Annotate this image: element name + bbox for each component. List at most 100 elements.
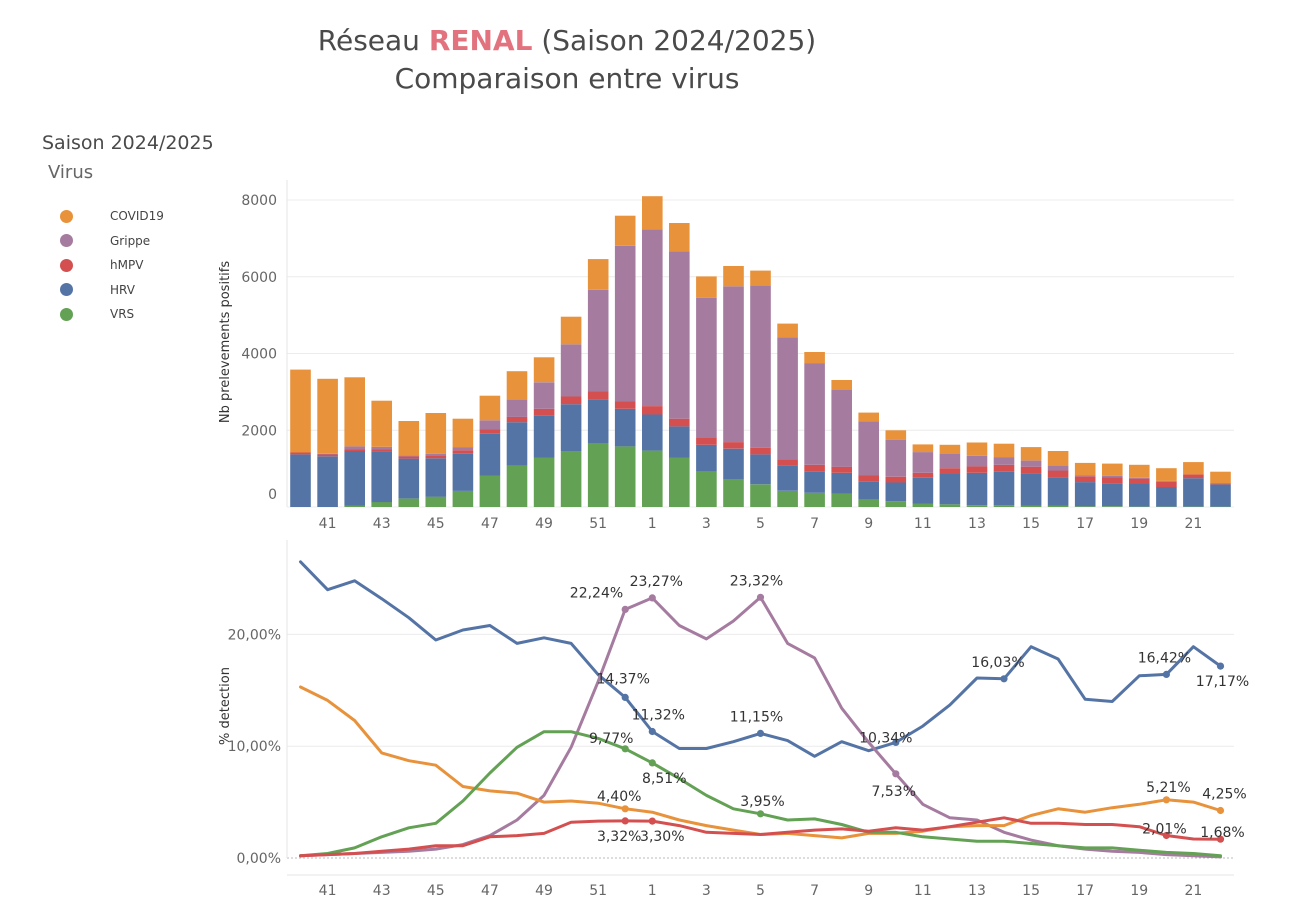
line-point-covid19 [1162, 796, 1170, 804]
bar-segment-vrs [777, 490, 798, 507]
legend-label: VRS [110, 307, 135, 322]
line-x-tick-label: 51 [589, 883, 607, 899]
bar-segment-grippe [506, 399, 528, 417]
bar-x-tick-label: 3 [702, 516, 711, 532]
bar-segment-covid19 [1156, 468, 1177, 481]
line-point-covid19 [621, 805, 629, 813]
bar-segment-hmpv [1183, 474, 1204, 479]
bar-segment-grippe [912, 452, 934, 473]
bar-segment-hrv [1156, 487, 1177, 507]
bar-segment-grippe [777, 337, 798, 460]
bar-segment-covid19 [371, 400, 392, 447]
bar-segment-grippe [966, 456, 988, 467]
bar-segment-vrs [1074, 506, 1096, 507]
line-point-label: 3,32% [597, 829, 641, 845]
legend-dot-icon [60, 209, 73, 223]
bar-segment-covid19 [912, 444, 934, 453]
bar-x-tick-label: 51 [589, 516, 607, 532]
line-y-axis-title: % detection [218, 667, 233, 745]
legend-item-hrv[interactable]: HRV [60, 278, 164, 303]
bar-segment-hmpv [452, 450, 474, 454]
line-point-label: 10,34% [859, 730, 912, 746]
bar-segment-hmpv [614, 401, 636, 409]
line-x-tick-label: 7 [810, 883, 819, 899]
bar-segment-grippe [452, 447, 474, 451]
bar-segment-grippe [993, 457, 1015, 465]
line-point-label: 5,21% [1146, 780, 1190, 796]
bar-segment-hmpv [696, 437, 717, 445]
bar-segment-vrs [479, 475, 501, 507]
line-x-tick-label: 13 [968, 883, 986, 899]
legend-title: Virus [48, 162, 94, 183]
line-y-tick-label: 0,00% [237, 851, 281, 867]
line-y-tick-label: 20,00% [228, 627, 281, 643]
legend-label: COVID19 [110, 209, 164, 224]
bar-segment-covid19 [669, 223, 690, 252]
bar-segment-grippe [831, 390, 852, 467]
line-point-hrv [1162, 670, 1170, 679]
line-point-hrv [1000, 675, 1008, 683]
bar-x-tick-label: 41 [319, 516, 337, 532]
bar-segment-grippe [723, 286, 744, 443]
bar-segment-vrs [966, 505, 988, 507]
bar-segment-covid19 [993, 443, 1015, 458]
bar-segment-hrv [533, 415, 555, 458]
bar-segment-hmpv [533, 408, 555, 416]
bar-segment-hrv [1183, 478, 1204, 507]
bar-segment-covid19 [452, 418, 474, 448]
line-x-tick-label: 15 [1022, 883, 1040, 899]
bar-segment-hmpv [560, 396, 582, 405]
bar-segment-hrv [831, 472, 852, 494]
bar-segment-covid19 [587, 259, 609, 290]
bar-segment-grippe [1074, 475, 1096, 477]
line-point-label: 3,30% [640, 829, 684, 845]
bar-segment-hmpv [831, 466, 852, 473]
legend-label: hMPV [110, 258, 144, 273]
legend-item-grippe[interactable]: Grippe [60, 229, 164, 254]
bar-segment-hmpv [966, 466, 988, 473]
bar-segment-covid19 [858, 412, 879, 422]
bar-segment-hmpv [885, 476, 907, 483]
bar-segment-hmpv [669, 418, 690, 427]
bar-segment-covid19 [750, 270, 771, 286]
line-point-label: 23,32% [730, 573, 783, 589]
line-series-grippe [299, 595, 1222, 859]
bar-segment-hrv [479, 433, 501, 476]
line-series-hrv [299, 560, 1222, 758]
bar-segment-covid19 [1020, 447, 1042, 461]
bar-segment-covid19 [831, 380, 852, 390]
bar-segment-hmpv [506, 416, 528, 423]
bar-segment-grippe [1102, 475, 1123, 478]
bar-segment-hrv [560, 404, 582, 452]
bar-segment-vrs [993, 505, 1015, 507]
bar-segment-covid19 [560, 316, 582, 345]
bar-segment-grippe [317, 453, 338, 455]
legend-item-covid19[interactable]: COVID19 [60, 204, 164, 229]
line-point-vrs [648, 759, 656, 767]
bar-segment-hmpv [1020, 466, 1042, 474]
legend-dot-icon [60, 283, 73, 297]
line-point-label: 2,01% [1142, 822, 1186, 838]
legend-item-hmpv[interactable]: hMPV [60, 253, 164, 278]
legend-season: Saison 2024/2025 [42, 132, 214, 154]
bar-segment-grippe [669, 251, 690, 419]
bar-segment-grippe [642, 229, 663, 407]
bar-segment-covid19 [696, 276, 717, 298]
title-brand: RENAL [428, 24, 533, 57]
line-x-tick-label: 45 [427, 883, 445, 899]
line-point-label: 22,24% [570, 585, 623, 601]
bar-segment-hrv [371, 451, 392, 503]
line-chart: 0,00% 10,00% 20,00% 22,24% 23,27% 23,32% 7,53%… [218, 540, 1249, 899]
legend-item-vrs[interactable]: VRS [60, 302, 164, 327]
bar-segment-hrv [804, 471, 825, 493]
bar-segment-covid19 [317, 378, 338, 454]
bar-segment-covid19 [1047, 451, 1069, 466]
bar-segment-grippe [1047, 465, 1069, 471]
bar-segment-covid19 [1074, 462, 1096, 476]
bar-segment-grippe [614, 245, 636, 402]
line-point-hrv [648, 727, 656, 736]
bar-segment-hrv [587, 399, 609, 444]
line-point-label: 3,95% [740, 794, 784, 810]
bar-segment-hmpv [642, 406, 663, 415]
line-point-vrs [756, 810, 765, 818]
